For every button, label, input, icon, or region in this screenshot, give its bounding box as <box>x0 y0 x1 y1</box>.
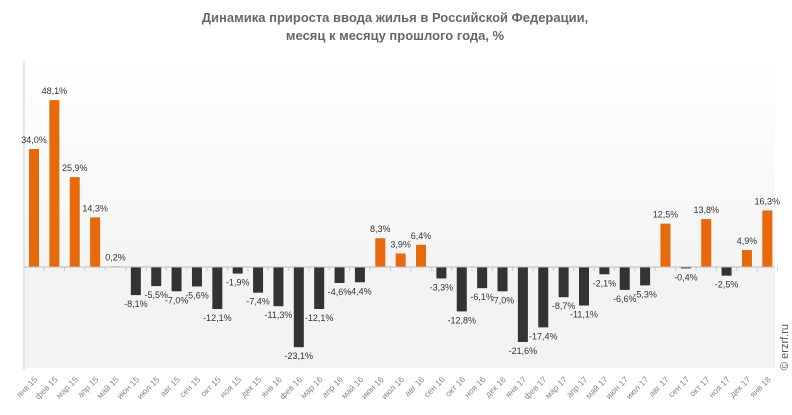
x-tick-label-32: сен 17 <box>666 374 691 399</box>
data-label-29: -6,6% <box>613 294 637 304</box>
data-label-2: 25,9% <box>62 163 88 173</box>
bar-30 <box>640 267 651 286</box>
data-label-10: -1,9% <box>226 278 250 288</box>
bar-16 <box>354 267 365 283</box>
bar-20 <box>436 267 447 279</box>
data-label-0: 34,0% <box>21 135 47 145</box>
plot-area-positive <box>25 60 775 267</box>
x-tick-label-26: мар 17 <box>543 374 569 400</box>
data-label-19: 6,4% <box>411 231 432 241</box>
x-tick-label-8: сен 15 <box>177 374 202 399</box>
bar-21 <box>456 267 467 312</box>
x-tick-label-36: янв 18 <box>748 374 773 399</box>
data-label-5: -8,1% <box>124 299 148 309</box>
x-tick-label-2: мар 15 <box>54 374 80 400</box>
x-tick-label-30: июл 17 <box>624 374 651 401</box>
bar-22 <box>477 267 488 289</box>
data-label-18: 3,9% <box>390 239 411 249</box>
x-tick-label-22: ноя 16 <box>462 374 488 400</box>
data-label-17: 8,3% <box>370 224 391 234</box>
x-tick-label-1: фев 15 <box>33 374 60 401</box>
data-label-34: -2,5% <box>715 280 739 290</box>
data-label-24: -21,6% <box>509 346 538 356</box>
x-tick-label-13: фев 16 <box>277 374 304 401</box>
data-label-36: 16,3% <box>755 196 781 206</box>
data-label-31: 12,5% <box>653 210 679 220</box>
bar-33 <box>701 219 712 267</box>
chart-title-line-1: Динамика прироста ввода жилья в Российск… <box>202 10 588 25</box>
data-label-27: -11,1% <box>570 310 598 320</box>
bar-5 <box>130 267 141 296</box>
x-tick-label-10: ноя 15 <box>218 374 244 400</box>
bar-12 <box>273 267 284 307</box>
data-label-6: -5,5% <box>144 290 168 300</box>
data-label-25: -17,4% <box>529 331 558 341</box>
bar-25 <box>538 267 549 328</box>
data-label-28: -2,1% <box>593 278 617 288</box>
bar-26 <box>558 267 569 298</box>
data-label-23: -7,0% <box>491 295 515 305</box>
bar-18 <box>395 253 406 267</box>
bar-6 <box>151 267 162 287</box>
x-tick-label-14: мар 16 <box>298 374 324 400</box>
x-tick-label-11: дек 15 <box>239 374 264 399</box>
data-label-9: -12,1% <box>203 313 232 323</box>
bar-13 <box>293 267 304 348</box>
bar-23 <box>497 267 508 292</box>
chart-title-line-2: месяц к месяцу прошлого года, % <box>286 28 505 43</box>
bar-0 <box>29 149 39 267</box>
data-label-8: -5,6% <box>185 290 209 300</box>
x-tick-label-18: июл 16 <box>379 374 406 401</box>
x-tick-label-6: июл 15 <box>135 374 162 401</box>
data-label-1: 48,1% <box>42 86 68 96</box>
data-label-30: -5,3% <box>633 289 657 299</box>
data-label-12: -11,3% <box>265 310 293 320</box>
bar-1 <box>49 100 60 267</box>
data-label-15: -4,6% <box>328 287 352 297</box>
data-label-11: -7,4% <box>246 297 270 307</box>
x-tick-label-34: ноя 17 <box>707 374 733 400</box>
bar-32 <box>680 267 691 269</box>
data-label-14: -12,1% <box>305 313 334 323</box>
bar-11 <box>253 267 264 293</box>
bar-2 <box>69 177 80 267</box>
bar-3 <box>90 217 101 267</box>
bar-9 <box>212 267 223 309</box>
bar-14 <box>314 267 325 309</box>
watermark: © erzrf.ru <box>779 324 791 370</box>
data-label-4: 0,2% <box>105 252 126 262</box>
bar-7 <box>171 267 182 292</box>
data-label-21: -12,8% <box>448 315 477 325</box>
data-label-32: -0,4% <box>674 272 698 282</box>
bar-31 <box>660 223 671 267</box>
data-label-7: -7,0% <box>165 295 189 305</box>
bar-19 <box>416 244 427 267</box>
bar-27 <box>578 267 589 306</box>
bar-34 <box>721 267 732 276</box>
data-label-3: 14,3% <box>82 203 108 213</box>
bar-29 <box>619 267 630 290</box>
x-tick-label-35: дек 17 <box>727 374 752 399</box>
bar-17 <box>375 238 386 267</box>
data-label-33: 13,8% <box>693 205 719 215</box>
data-label-20: -3,3% <box>430 282 454 292</box>
bar-35 <box>741 249 752 267</box>
bar-15 <box>334 267 345 283</box>
x-tick-label-23: дек 16 <box>483 374 508 399</box>
data-label-35: 4,9% <box>737 236 758 246</box>
data-label-26: -8,7% <box>552 301 576 311</box>
bar-24 <box>517 267 528 342</box>
x-tick-label-25: фев 17 <box>522 374 549 401</box>
data-label-13: -23,1% <box>285 351 314 361</box>
bar-10 <box>232 267 243 274</box>
data-label-16: -4,4% <box>348 286 372 296</box>
bar-28 <box>599 267 610 275</box>
x-tick-label-20: сен 16 <box>422 374 447 399</box>
data-label-22: -6,1% <box>470 292 494 302</box>
bar-8 <box>191 267 202 287</box>
bar-36 <box>762 210 773 267</box>
